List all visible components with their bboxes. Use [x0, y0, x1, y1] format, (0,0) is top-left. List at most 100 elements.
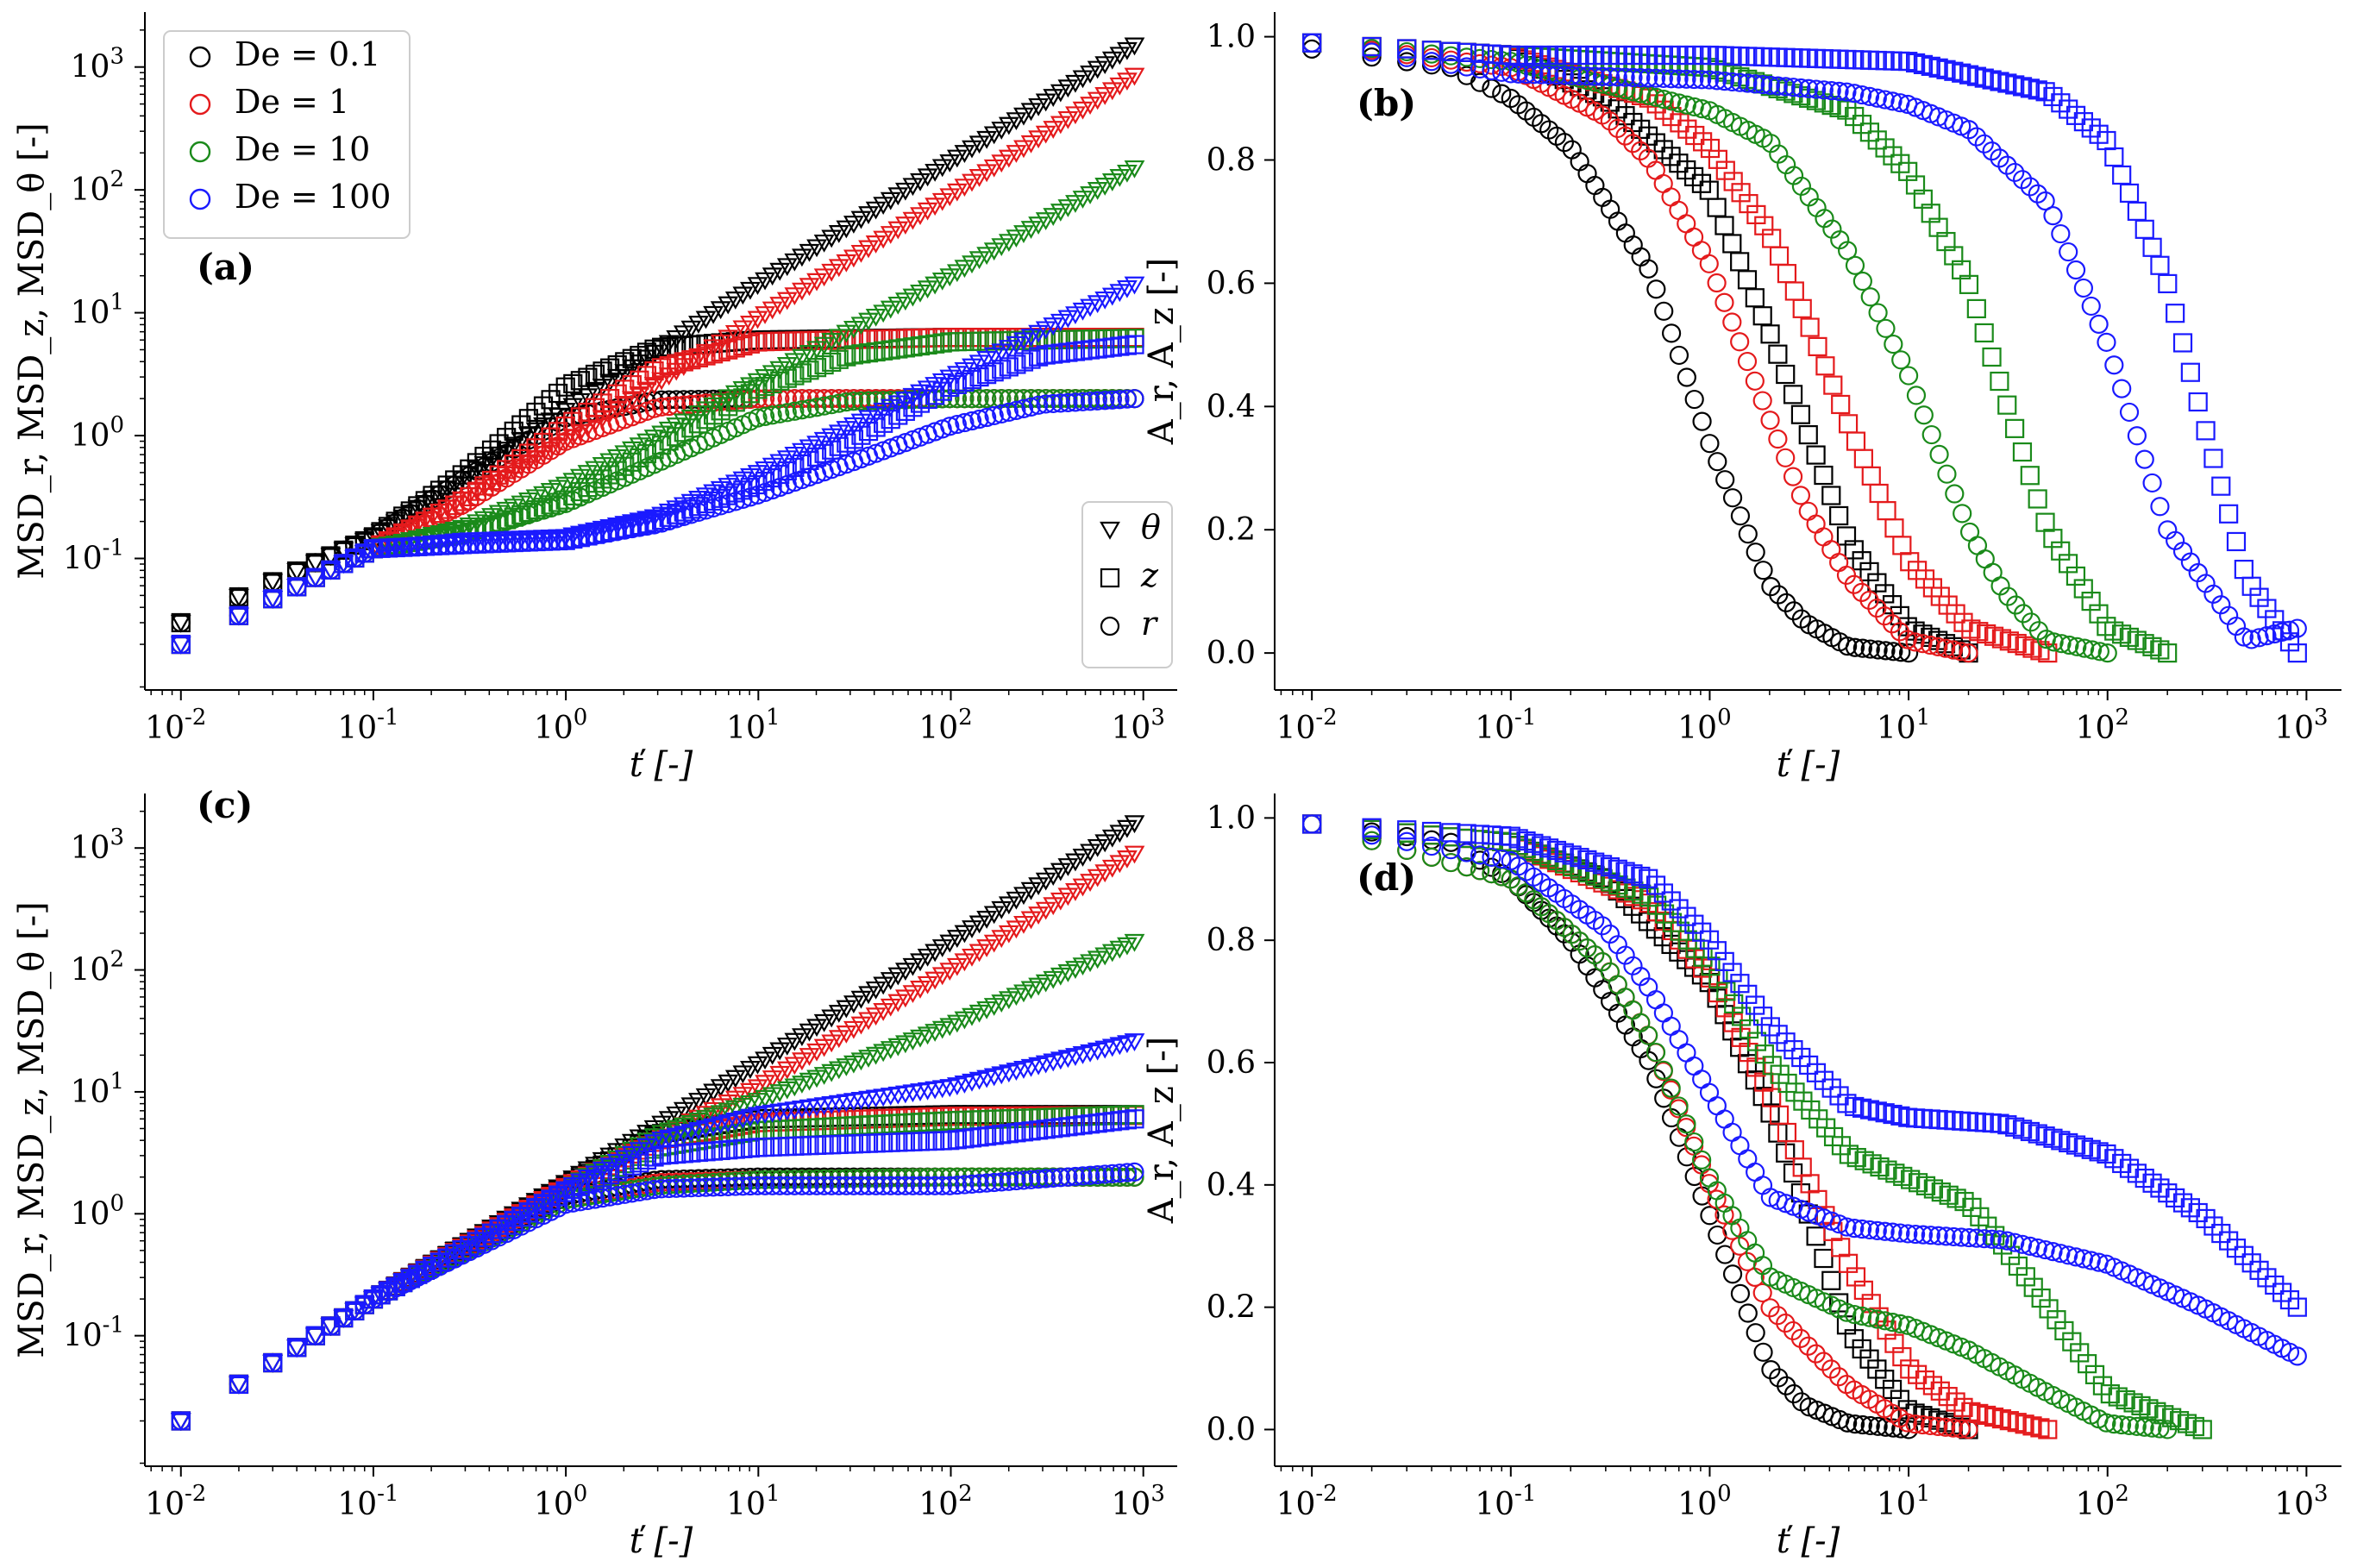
- data-point: [1482, 825, 1501, 845]
- data-point: [1707, 198, 1727, 217]
- data-point: [2038, 1420, 2058, 1439]
- data-point: [460, 534, 480, 555]
- data-point: [1868, 1416, 1888, 1436]
- data-point: [836, 1000, 857, 1019]
- data-point: [1654, 90, 1674, 110]
- data-point: [747, 1056, 768, 1075]
- data-point: [814, 354, 834, 375]
- y-tick-label: 0.2: [1207, 512, 1256, 548]
- data-point: [1875, 90, 1895, 110]
- data-point: [1905, 1414, 1925, 1434]
- data-point: [1124, 37, 1145, 56]
- data-point: [1057, 858, 1079, 876]
- data-point: [2051, 541, 2071, 561]
- data-point: [748, 1176, 768, 1195]
- data-point: [1722, 1264, 1743, 1284]
- data-point: [1539, 838, 1559, 858]
- data-point: [1570, 66, 1589, 86]
- data-point: [2104, 621, 2124, 641]
- data-point: [762, 301, 783, 320]
- series-De-10-r: [171, 1167, 1144, 1431]
- y-tick-label: 0.4: [1207, 389, 1256, 424]
- data-point: [1699, 254, 1719, 273]
- data-point: [1745, 288, 1765, 308]
- data-point: [1631, 247, 1651, 267]
- data-point: [659, 396, 679, 417]
- data-point: [2066, 566, 2086, 586]
- data-point: [1677, 119, 1697, 139]
- data-point: [1883, 1222, 1903, 1242]
- data-point: [2051, 1131, 2071, 1151]
- data-point: [2219, 504, 2239, 524]
- data-point: [1482, 55, 1501, 75]
- data-point: [1124, 1033, 1145, 1051]
- data-point: [792, 248, 812, 267]
- data-point: [1737, 351, 1758, 372]
- data-point: [1768, 76, 1788, 96]
- x-axis-label: ť [-]: [1777, 745, 1840, 785]
- data-point: [969, 409, 989, 430]
- data-point: [171, 634, 191, 655]
- data-point: [622, 518, 642, 539]
- data-point: [1073, 392, 1093, 411]
- data-point: [304, 569, 326, 588]
- data-point: [1852, 85, 1872, 105]
- data-point: [1036, 1169, 1056, 1189]
- data-point: [2241, 576, 2261, 596]
- data-point: [1088, 391, 1107, 411]
- data-point: [636, 381, 657, 400]
- data-point: [1631, 84, 1651, 103]
- x-tick-label: 10-2: [1276, 705, 1338, 746]
- data-point: [644, 515, 664, 535]
- data-point: [1057, 887, 1079, 906]
- data-point: [850, 990, 872, 1009]
- data-point: [674, 352, 693, 372]
- data-point: [1905, 175, 1926, 195]
- data-point: [740, 384, 761, 404]
- data-point: [1094, 834, 1116, 853]
- data-point: [799, 243, 820, 262]
- data-point: [1021, 349, 1041, 369]
- data-point: [1669, 69, 1689, 89]
- data-point: [829, 436, 849, 456]
- data-point: [814, 443, 834, 463]
- data-point: [711, 1127, 730, 1147]
- data-point: [1845, 1304, 1865, 1325]
- x-tick-label: 10-2: [1276, 1481, 1338, 1522]
- data-point: [2249, 628, 2269, 648]
- data-point: [555, 1182, 575, 1202]
- y-tick-label: 102: [71, 166, 124, 208]
- data-point: [170, 614, 191, 633]
- data-point: [533, 500, 554, 520]
- data-point: [1806, 514, 1826, 534]
- data-point: [555, 1195, 575, 1214]
- data-point: [1722, 234, 1742, 254]
- data-point: [2111, 624, 2132, 644]
- data-point: [999, 402, 1019, 423]
- data-point: [1546, 840, 1567, 861]
- data-point: [2097, 643, 2117, 663]
- data-point: [1730, 1136, 1750, 1156]
- data-point: [1554, 843, 1574, 862]
- data-point: [2127, 201, 2147, 221]
- data-point: [1738, 1303, 1758, 1323]
- data-point: [917, 948, 938, 967]
- data-point: [563, 530, 583, 549]
- data-point: [733, 489, 753, 509]
- data-point: [1615, 67, 1635, 87]
- data-point: [946, 957, 968, 976]
- data-point: [1677, 95, 1696, 115]
- data-point: [977, 365, 997, 385]
- data-point: [569, 392, 591, 411]
- data-point: [2012, 77, 2033, 97]
- data-point: [2081, 1251, 2101, 1270]
- data-point: [1867, 88, 1887, 108]
- data-point: [1921, 424, 1941, 445]
- marker-legend-label: r: [1141, 605, 1159, 643]
- data-point: [171, 612, 191, 633]
- data-point: [1006, 112, 1027, 131]
- data-point: [2265, 1275, 2285, 1295]
- data-point: [837, 1176, 856, 1195]
- legend-label: De = 100: [235, 178, 391, 216]
- data-point: [931, 159, 953, 178]
